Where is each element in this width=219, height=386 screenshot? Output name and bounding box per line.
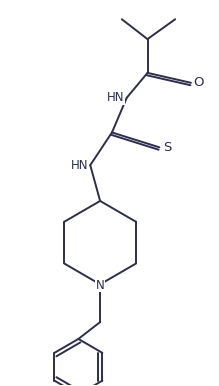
- Text: HN: HN: [71, 159, 88, 172]
- Text: HN: HN: [107, 91, 125, 104]
- Text: N: N: [96, 279, 104, 292]
- Text: O: O: [194, 76, 204, 89]
- Text: S: S: [163, 141, 171, 154]
